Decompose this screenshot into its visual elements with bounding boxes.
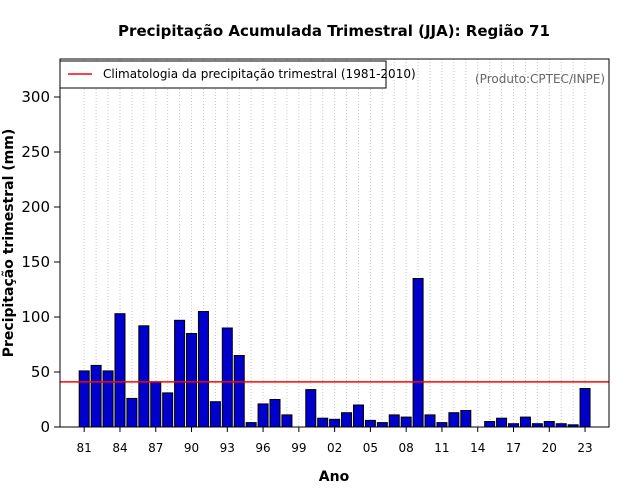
bar	[126, 397, 138, 428]
y-tick-label: 150	[21, 253, 50, 271]
bar	[400, 416, 412, 428]
bar	[90, 364, 102, 428]
bar	[114, 313, 126, 428]
legend-box	[59, 60, 387, 89]
bar	[543, 421, 555, 428]
bar	[364, 419, 376, 428]
bar	[221, 327, 233, 428]
x-tick-label: 84	[112, 441, 127, 455]
x-tick-label: 81	[77, 441, 92, 455]
x-tick-label: 87	[148, 441, 163, 455]
bar	[460, 410, 472, 428]
x-tick-label: 93	[220, 441, 235, 455]
x-tick-label: 23	[577, 441, 592, 455]
x-tick-label: 05	[363, 441, 378, 455]
bar	[496, 417, 508, 428]
bar	[519, 416, 531, 428]
bars	[78, 278, 591, 428]
y-tick-label: 0	[40, 418, 50, 436]
legend-climatology-label: Climatologia da precipitação trimestral …	[103, 67, 416, 81]
bar	[78, 370, 90, 428]
bar	[484, 421, 496, 428]
x-tick-label: 20	[542, 441, 557, 455]
y-axis: 0 50 100 150 200 250 300	[21, 88, 60, 436]
grid-lines	[83, 59, 586, 427]
credit-text: (Produto:CPTEC/INPE)	[475, 72, 605, 86]
bar	[376, 422, 388, 428]
bar	[281, 414, 293, 428]
y-tick-label: 50	[31, 363, 50, 381]
y-tick-label: 100	[21, 308, 50, 326]
x-axis: 81 84 87 90 93 96 99 02 05 08 11 14 17 20 23	[77, 427, 593, 455]
bar	[209, 401, 221, 428]
bar	[269, 399, 281, 428]
x-tick-label: 90	[184, 441, 199, 455]
chart-title: Precipitação Acumulada Trimestral (JJA):…	[118, 22, 550, 40]
bar	[197, 311, 209, 428]
bar	[341, 412, 353, 428]
bar	[186, 333, 198, 428]
bar	[317, 417, 329, 428]
bar	[329, 418, 341, 428]
x-tick-label: 02	[327, 441, 342, 455]
legend: Climatologia da precipitação trimestral …	[59, 60, 416, 89]
bar	[150, 381, 162, 428]
bar	[162, 392, 174, 428]
bar	[436, 422, 448, 428]
x-tick-label: 11	[434, 441, 449, 455]
bar	[388, 414, 400, 428]
bar	[257, 403, 269, 428]
bar	[138, 325, 150, 428]
x-tick-label: 17	[506, 441, 521, 455]
y-tick-label: 250	[21, 143, 50, 161]
bar	[245, 422, 257, 428]
y-tick-label: 200	[21, 198, 50, 216]
bar	[305, 389, 317, 428]
y-tick-label: 300	[21, 88, 50, 106]
x-axis-label: Ano	[319, 469, 350, 485]
bar	[174, 319, 186, 428]
bar	[102, 370, 114, 428]
x-tick-label: 14	[470, 441, 485, 455]
bar	[424, 414, 436, 428]
x-tick-label: 96	[255, 441, 270, 455]
x-tick-label: 08	[399, 441, 414, 455]
x-tick-label: 99	[291, 441, 306, 455]
y-axis-label: Precipitação trimestral (mm)	[1, 129, 17, 357]
bar	[412, 278, 424, 428]
bar	[448, 412, 460, 428]
bar	[352, 404, 364, 428]
bar	[233, 355, 245, 428]
bar	[579, 388, 591, 428]
